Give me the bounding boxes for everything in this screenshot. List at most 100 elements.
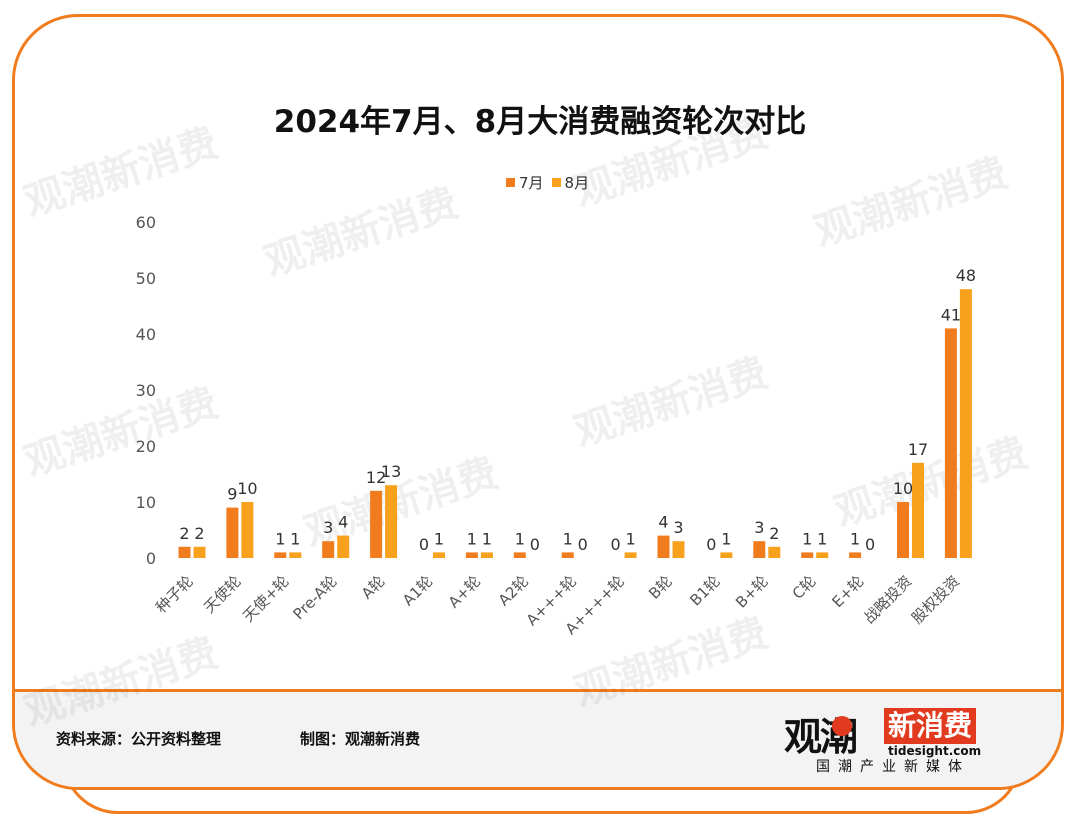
x-tick-label: 种子轮 bbox=[152, 572, 197, 617]
brand-logo: 观潮 新消费 tidesight.com 国潮产业新媒体 bbox=[784, 706, 1014, 776]
bar bbox=[241, 502, 254, 558]
y-tick-label: 40 bbox=[136, 325, 156, 344]
bar bbox=[337, 535, 350, 558]
data-label: 41 bbox=[941, 305, 961, 324]
x-tick-label: A+轮 bbox=[445, 572, 484, 611]
data-label: 0 bbox=[611, 535, 621, 554]
data-label: 12 bbox=[366, 468, 386, 487]
bar bbox=[322, 541, 335, 558]
bar bbox=[561, 552, 574, 558]
x-tick-label: A2轮 bbox=[495, 572, 532, 609]
legend-label-july: 7月 bbox=[519, 174, 544, 192]
bar bbox=[753, 541, 766, 558]
x-tick-label: 股权投资 bbox=[908, 572, 963, 627]
bar bbox=[226, 507, 239, 558]
data-label: 4 bbox=[658, 513, 668, 532]
x-tick-label: E+轮 bbox=[829, 572, 868, 611]
bar bbox=[624, 552, 637, 558]
data-label: 0 bbox=[419, 535, 429, 554]
data-label: 3 bbox=[754, 518, 764, 537]
data-label: 4 bbox=[338, 513, 348, 532]
logo-url: tidesight.com bbox=[888, 744, 982, 758]
data-label: 0 bbox=[865, 535, 875, 554]
y-tick-label: 60 bbox=[136, 213, 156, 232]
legend-item-july: 7月 bbox=[506, 172, 544, 193]
data-label: 2 bbox=[769, 524, 779, 543]
data-label: 13 bbox=[381, 462, 401, 481]
data-label: 3 bbox=[673, 518, 683, 537]
bar bbox=[513, 552, 526, 558]
bar bbox=[768, 546, 781, 558]
bar bbox=[897, 502, 909, 558]
bar bbox=[465, 552, 478, 558]
data-label: 17 bbox=[908, 440, 928, 459]
bar bbox=[370, 490, 383, 558]
bar bbox=[849, 552, 862, 558]
bar bbox=[274, 552, 287, 558]
bar bbox=[385, 485, 398, 558]
y-tick-label: 50 bbox=[136, 269, 156, 288]
data-label: 3 bbox=[323, 518, 333, 537]
bar bbox=[816, 552, 829, 558]
bar bbox=[944, 328, 957, 558]
data-label: 2 bbox=[194, 524, 204, 543]
logo-eye-icon bbox=[832, 716, 852, 736]
y-tick-label: 30 bbox=[136, 381, 156, 400]
data-label: 1 bbox=[802, 529, 812, 548]
bar bbox=[672, 541, 685, 558]
bar bbox=[912, 462, 924, 558]
data-label: 1 bbox=[275, 529, 285, 548]
data-label: 1 bbox=[850, 529, 860, 548]
logo-box-text: 新消费 bbox=[884, 708, 977, 744]
bar bbox=[480, 552, 493, 558]
logo-tagline: 国潮产业新媒体 bbox=[816, 759, 970, 775]
legend-swatch-august bbox=[551, 178, 561, 187]
legend-swatch-july bbox=[506, 178, 515, 187]
x-tick-label: B轮 bbox=[645, 572, 676, 603]
data-label: 0 bbox=[578, 535, 588, 554]
bar bbox=[959, 289, 972, 558]
data-label: 0 bbox=[530, 535, 540, 554]
x-tick-label: B1轮 bbox=[686, 572, 723, 609]
data-label: 0 bbox=[706, 535, 716, 554]
x-tick-label: A轮 bbox=[358, 572, 389, 603]
chart-title: 2024年7月、8月大消费融资轮次对比 bbox=[273, 104, 807, 140]
x-tick-label: 战略投资 bbox=[860, 572, 915, 627]
x-tick-label: Pre-A轮 bbox=[289, 572, 340, 623]
data-label: 1 bbox=[817, 529, 827, 548]
bar bbox=[178, 546, 191, 558]
x-tick-label: C轮 bbox=[789, 572, 820, 603]
y-tick-label: 20 bbox=[136, 437, 156, 456]
x-tick-label: B+轮 bbox=[732, 572, 771, 611]
x-tick-label: 天使+轮 bbox=[239, 572, 292, 625]
data-label: 10 bbox=[893, 479, 913, 498]
data-label: 1 bbox=[482, 529, 492, 548]
bar bbox=[289, 552, 302, 558]
bar bbox=[657, 535, 670, 558]
data-label: 1 bbox=[434, 529, 444, 548]
x-tick-label: A1轮 bbox=[399, 572, 436, 609]
data-label: 1 bbox=[626, 529, 636, 548]
maker-note: 制图：观潮新消费 bbox=[300, 730, 421, 748]
y-tick-label: 0 bbox=[146, 549, 156, 568]
data-label: 10 bbox=[237, 479, 257, 498]
chart-legend: 7月 8月 bbox=[506, 172, 597, 193]
data-label: 1 bbox=[515, 529, 525, 548]
data-label: 1 bbox=[467, 529, 477, 548]
data-label: 9 bbox=[227, 485, 237, 504]
bar bbox=[720, 552, 733, 558]
x-tick-label: 天使轮 bbox=[200, 572, 245, 617]
data-label: 1 bbox=[721, 529, 731, 548]
legend-label-august: 8月 bbox=[564, 174, 590, 192]
bar bbox=[801, 552, 814, 558]
source-note: 资料来源：公开资料整理 bbox=[56, 730, 222, 748]
bar bbox=[433, 552, 445, 558]
data-label: 48 bbox=[956, 266, 976, 285]
data-label: 2 bbox=[179, 524, 189, 543]
legend-item-august: 8月 bbox=[551, 172, 590, 193]
bar bbox=[193, 546, 206, 558]
y-tick-label: 10 bbox=[136, 493, 156, 512]
data-label: 1 bbox=[290, 529, 300, 548]
data-label: 1 bbox=[563, 529, 573, 548]
